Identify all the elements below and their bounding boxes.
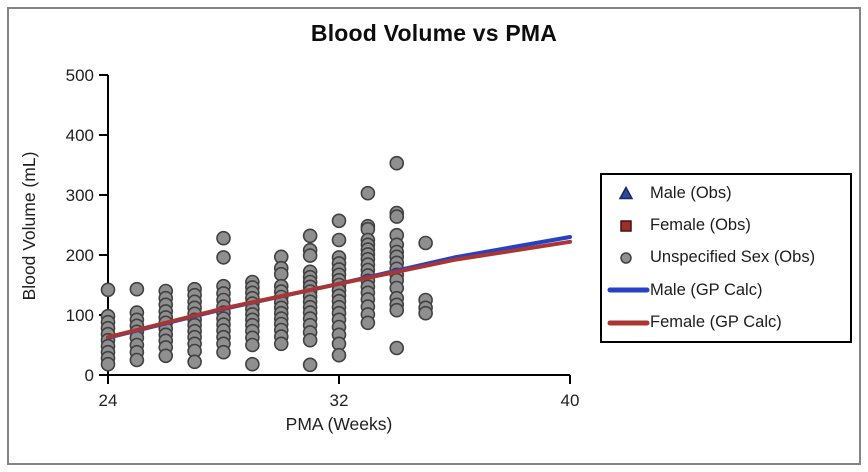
legend: Male (Obs) Female (Obs) Unspecified Sex (O… [600, 173, 852, 343]
scatter-point [100, 356, 116, 372]
legend-item-female-obs: Female (Obs) [602, 211, 850, 241]
scatter-point [245, 337, 260, 353]
scatter-point [389, 302, 405, 318]
scatter-point [302, 228, 318, 244]
scatter-point [245, 356, 260, 372]
legend-item-label: Unspecified Sex (Obs) [650, 248, 816, 267]
x-tick-label: 24 [99, 391, 118, 410]
scatter-point [331, 213, 347, 229]
square-marker-icon [602, 218, 650, 234]
scatter-point [158, 348, 174, 364]
scatter-point [273, 266, 289, 282]
triangle-marker-icon [602, 185, 650, 201]
scatter-point [129, 352, 145, 368]
x-tick-label: 40 [561, 391, 580, 410]
scatter-point [331, 232, 347, 248]
legend-item-male-gp-calc: Male (GP Calc) [602, 275, 850, 305]
scatter-point [302, 357, 318, 373]
y-tick-label: 200 [66, 246, 94, 265]
scatter-point [129, 281, 145, 297]
gp-line [106, 239, 572, 340]
y-axis-title: Blood Volume (mL) [19, 151, 39, 301]
y-tick-label: 300 [66, 186, 94, 205]
circle-marker-icon [602, 250, 650, 266]
line-marker-icon [602, 286, 650, 294]
scatter-point [360, 185, 376, 201]
scatter-point [216, 344, 231, 360]
scatter-point [418, 235, 433, 251]
scatter-point [389, 155, 405, 171]
scatter-point [216, 230, 231, 246]
y-tick-label: 0 [85, 366, 94, 385]
scatter-point [100, 282, 116, 298]
scatter-point [302, 332, 318, 348]
legend-item-female-gp-calc: Female (GP Calc) [602, 308, 850, 338]
scatter-point [273, 336, 289, 352]
legend-item-label: Female (GP Calc) [650, 313, 782, 332]
legend-item-male-obs: Male (Obs) [602, 178, 850, 208]
scatter-point [331, 347, 347, 363]
scatter-point [360, 315, 376, 331]
legend-item-label: Female (Obs) [650, 216, 751, 235]
legend-item-unspecified-sex-obs: Unspecified Sex (Obs) [602, 243, 850, 273]
scatter-point [389, 340, 405, 356]
scatter-point [418, 305, 433, 321]
x-tick-label: 32 [330, 391, 349, 410]
y-tick-label: 100 [66, 306, 94, 325]
x-axis-title: PMA (Weeks) [285, 414, 393, 434]
chart-title: Blood Volume vs PMA [310, 20, 558, 46]
legend-item-label: Male (GP Calc) [650, 280, 763, 299]
scatter-point [389, 209, 405, 224]
legend-item-label: Male (Obs) [650, 183, 732, 202]
y-tick-label: 400 [66, 126, 94, 145]
scatter-point [216, 250, 231, 265]
scatter-point [302, 248, 318, 263]
scatter-point [187, 354, 202, 370]
line-marker-icon [602, 319, 650, 327]
y-tick-label: 500 [66, 66, 94, 85]
